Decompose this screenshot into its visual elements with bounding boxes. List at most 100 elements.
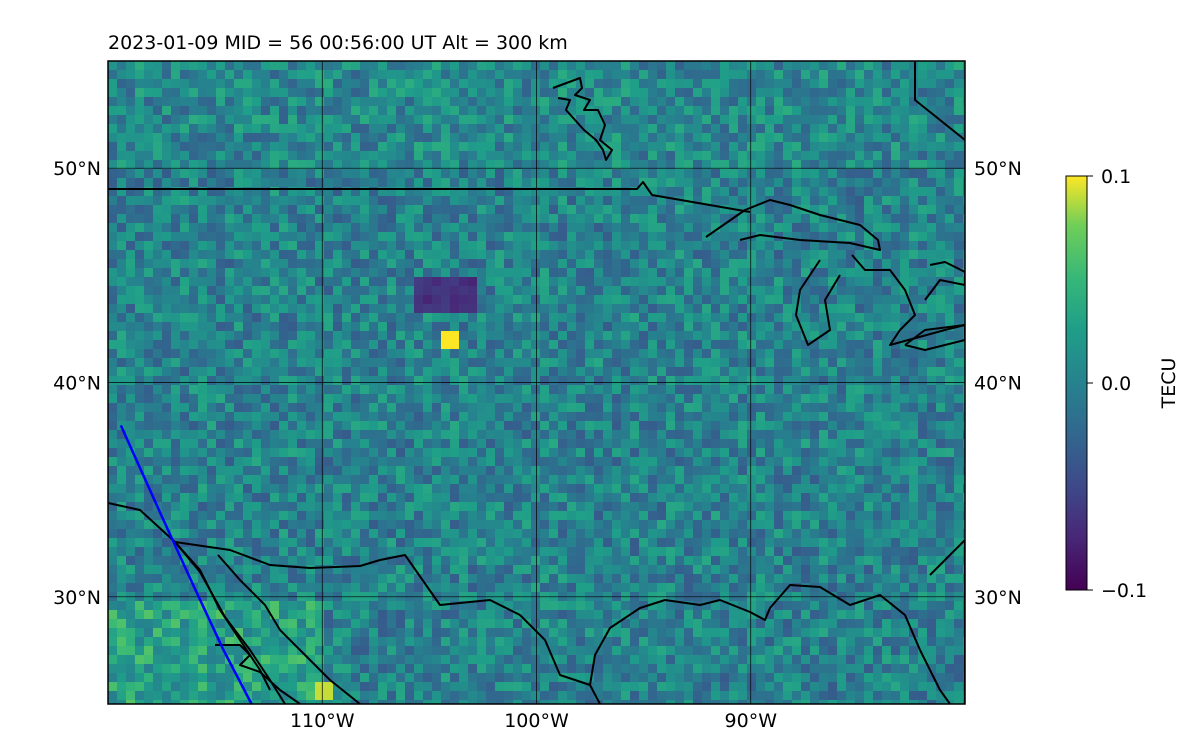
heatmap-cell	[954, 376, 964, 386]
heatmap-cell	[441, 403, 451, 413]
heatmap-cell	[945, 223, 955, 233]
heatmap-cell	[531, 349, 541, 359]
heatmap-cell	[909, 70, 919, 80]
heatmap-cell	[108, 196, 118, 206]
heatmap-cell	[153, 214, 163, 224]
heatmap-cell	[342, 475, 352, 485]
heatmap-cell	[801, 187, 811, 197]
heatmap-cell	[702, 115, 712, 125]
heatmap-cell	[504, 115, 514, 125]
heatmap-cell	[630, 151, 640, 161]
heatmap-cell	[135, 241, 145, 251]
heatmap-cell	[792, 430, 802, 440]
heatmap-cell	[306, 322, 316, 332]
heatmap-cell	[846, 196, 856, 206]
heatmap-cell	[540, 232, 550, 242]
heatmap-cell	[711, 97, 721, 107]
heatmap-cell	[486, 367, 496, 377]
heatmap-cell	[270, 331, 280, 341]
heatmap-cell	[711, 376, 721, 386]
heatmap-cell	[702, 367, 712, 377]
heatmap-cell	[360, 79, 370, 89]
heatmap-cell	[459, 178, 469, 188]
heatmap-cell	[936, 268, 946, 278]
heatmap-cell	[936, 520, 946, 530]
heatmap-cell	[234, 313, 244, 323]
heatmap-cell	[936, 187, 946, 197]
heatmap-cell	[576, 187, 586, 197]
heatmap-cell	[747, 268, 757, 278]
heatmap-cell	[198, 106, 208, 116]
heatmap-cell	[504, 178, 514, 188]
heatmap-cell	[891, 295, 901, 305]
heatmap-cell	[873, 376, 883, 386]
heatmap-cell	[387, 214, 397, 224]
heatmap-cell	[702, 187, 712, 197]
heatmap-cell	[747, 358, 757, 368]
heatmap-cell	[792, 160, 802, 170]
heatmap-cell	[144, 457, 154, 467]
heatmap-cell	[774, 259, 784, 269]
heatmap-cell	[945, 241, 955, 251]
heatmap-cell	[432, 511, 442, 521]
heatmap-cell	[783, 376, 793, 386]
heatmap-cell	[144, 268, 154, 278]
heatmap-cell	[315, 448, 325, 458]
heatmap-cell	[729, 97, 739, 107]
heatmap-cell	[486, 457, 496, 467]
heatmap-cell	[567, 394, 577, 404]
heatmap-cell	[414, 313, 424, 323]
heatmap-cell	[162, 241, 172, 251]
heatmap-cell	[189, 115, 199, 125]
heatmap-cell	[513, 493, 523, 503]
heatmap-cell	[252, 151, 262, 161]
heatmap-cell	[432, 421, 442, 431]
heatmap-cell	[594, 421, 604, 431]
heatmap-cell	[225, 214, 235, 224]
heatmap-cell	[117, 277, 127, 287]
heatmap-cell	[549, 493, 559, 503]
heatmap-cell	[522, 142, 532, 152]
heatmap-cell	[279, 502, 289, 512]
heatmap-cell	[801, 88, 811, 98]
heatmap-cell	[162, 340, 172, 350]
heatmap-cell	[414, 394, 424, 404]
heatmap-cell	[450, 232, 460, 242]
heatmap-cell	[891, 385, 901, 395]
heatmap-cell	[918, 61, 928, 71]
heatmap-cell	[108, 250, 118, 260]
heatmap-cell	[522, 448, 532, 458]
heatmap-cell	[396, 250, 406, 260]
heatmap-cell	[450, 115, 460, 125]
heatmap-cell	[738, 61, 748, 71]
heatmap-cell	[927, 214, 937, 224]
heatmap-cell	[801, 457, 811, 467]
heatmap-cell	[423, 430, 433, 440]
heatmap-cell	[351, 268, 361, 278]
heatmap-cell	[207, 133, 217, 143]
heatmap-cell	[648, 457, 658, 467]
heatmap-cell	[936, 331, 946, 341]
heatmap-cell	[216, 430, 226, 440]
heatmap-cell	[477, 61, 487, 71]
heatmap-cell	[108, 322, 118, 332]
heatmap-cell	[792, 133, 802, 143]
heatmap-cell	[792, 241, 802, 251]
heatmap-cell	[288, 169, 298, 179]
heatmap-cell	[576, 223, 586, 233]
heatmap-cell	[666, 502, 676, 512]
heatmap-cell	[126, 61, 136, 71]
heatmap-cell	[900, 205, 910, 215]
heatmap-cell	[621, 196, 631, 206]
heatmap-cell	[522, 160, 532, 170]
heatmap-cell	[198, 187, 208, 197]
heatmap-cell	[135, 277, 145, 287]
heatmap-cell	[882, 178, 892, 188]
heatmap-cell	[756, 268, 766, 278]
heatmap-cell	[333, 124, 343, 134]
heatmap-cell	[810, 115, 820, 125]
heatmap-cell	[918, 196, 928, 206]
heatmap-cell	[153, 187, 163, 197]
heatmap-cell	[702, 421, 712, 431]
heatmap-cell	[423, 277, 433, 287]
